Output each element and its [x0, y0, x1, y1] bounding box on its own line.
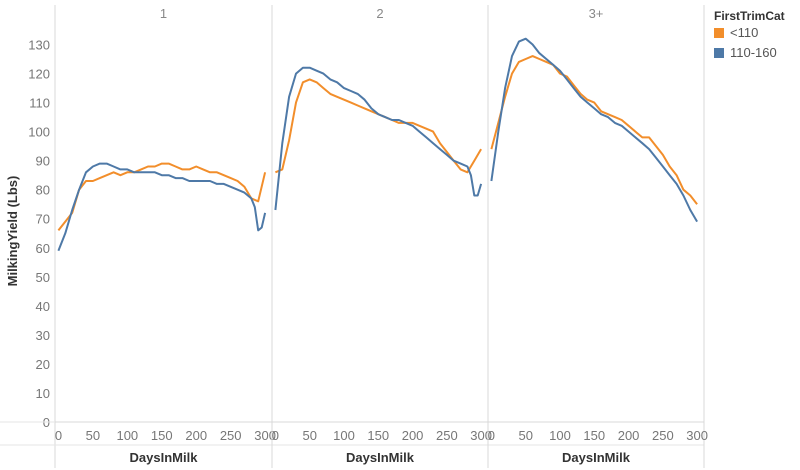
x-tick-label: 150: [583, 428, 605, 443]
x-tick-label: 100: [549, 428, 571, 443]
series-line-110-160: [57, 162, 267, 252]
x-tick-label: 0: [272, 428, 279, 443]
x-tick-label: 0: [488, 428, 495, 443]
legend-swatch: [714, 28, 724, 38]
y-tick-label: 120: [28, 67, 50, 82]
y-tick-label: 30: [36, 328, 50, 343]
legend-title: FirstTrimCat: [714, 9, 785, 23]
y-tick-label: 70: [36, 212, 50, 227]
x-tick-label: 200: [402, 428, 424, 443]
y-tick-label: 100: [28, 125, 50, 140]
x-tick-label: 100: [116, 428, 138, 443]
x-tick-label: 0: [55, 428, 62, 443]
legend-label: <110: [730, 25, 758, 40]
x-tick-label: 100: [333, 428, 355, 443]
x-tick-label: 150: [367, 428, 389, 443]
series-line-lt110: [490, 55, 698, 205]
x-axis-title: DaysInMilk: [562, 450, 631, 465]
legend-swatch: [714, 48, 724, 58]
x-tick-label: 200: [618, 428, 640, 443]
x-tick-label: 300: [686, 428, 708, 443]
x-tick-label: 50: [302, 428, 316, 443]
x-tick-label: 300: [470, 428, 492, 443]
panel-2: 2 0 50 100 150 200 250 300 DaysInMilk: [271, 5, 492, 468]
x-axis-title: DaysInMilk: [130, 450, 199, 465]
series-line-110-160: [490, 37, 698, 223]
x-tick-label: 250: [220, 428, 242, 443]
x-tick-label: 250: [436, 428, 458, 443]
x-tick-label: 150: [151, 428, 173, 443]
y-tick-label: 40: [36, 299, 50, 314]
x-tick-label: 250: [652, 428, 674, 443]
panel-title: 1: [160, 6, 167, 21]
x-tick-label: 50: [518, 428, 532, 443]
panel-title: 3+: [589, 6, 604, 21]
series-line-110-160: [274, 66, 483, 211]
panel-3: 3+ 0 50 100 150 200 250 300 DaysInMilk: [487, 5, 708, 468]
y-tick-label: 80: [36, 183, 50, 198]
panel-1: 1 0 50 100 150 200 250 300 DaysInMilk: [55, 6, 276, 465]
y-tick-label: 20: [36, 357, 50, 372]
x-tick-label: 300: [254, 428, 276, 443]
y-tick-label: 50: [36, 270, 50, 285]
y-tick-label: 10: [36, 386, 50, 401]
panel-title: 2: [376, 6, 383, 21]
legend: FirstTrimCat <110 110-160: [714, 9, 785, 60]
y-tick-label: 60: [36, 241, 50, 256]
legend-label: 110-160: [730, 45, 777, 60]
x-tick-label: 50: [86, 428, 100, 443]
y-axis-title: MilkingYield (Lbs): [5, 176, 20, 287]
y-tick-label: 110: [29, 96, 50, 111]
series-line-lt110: [57, 162, 267, 232]
y-tick-label: 130: [28, 38, 50, 53]
x-axis-title: DaysInMilk: [346, 450, 415, 465]
x-tick-label: 200: [185, 428, 207, 443]
y-tick-label: 90: [36, 154, 50, 169]
